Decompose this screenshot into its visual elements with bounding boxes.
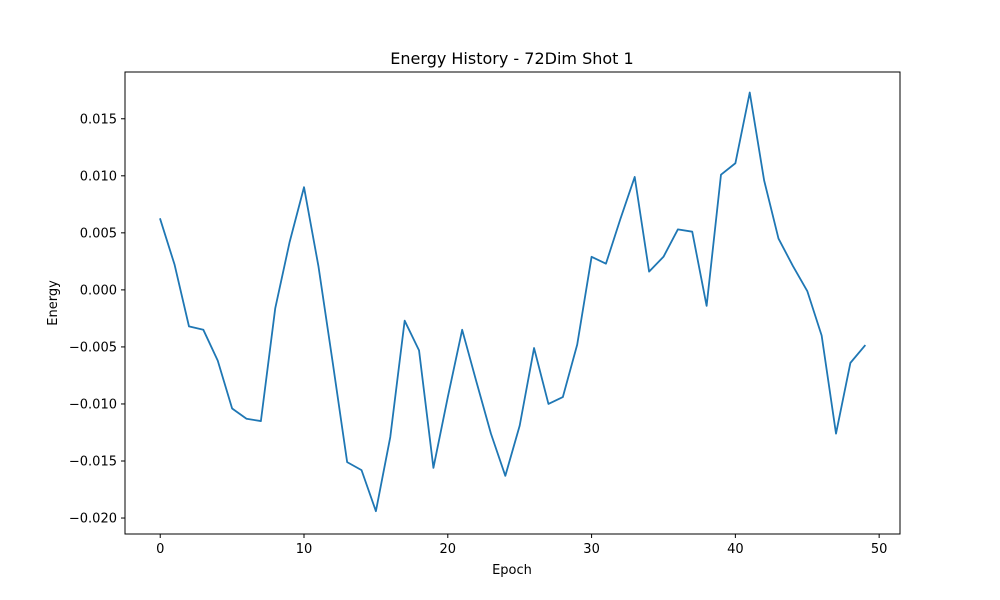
y-tick-label: −0.010 [69, 397, 117, 412]
x-tick-label: 20 [440, 542, 457, 557]
y-tick-label: 0.005 [80, 226, 117, 241]
plot-frame [124, 71, 901, 535]
y-tick-label: −0.015 [69, 454, 117, 469]
y-tick-label: −0.005 [69, 340, 117, 355]
axis-ticks: 0 10 20 30 40 50 −0.020 −0.015 −0.010 −0.005 0.000… [69, 112, 888, 557]
y-tick-label: 0.000 [80, 283, 117, 298]
y-tick-label: 0.010 [80, 169, 117, 184]
x-tick-label: 40 [727, 542, 744, 557]
x-tick-label: 0 [156, 542, 164, 557]
y-axis-label: Energy [46, 280, 61, 326]
series-layer [159, 91, 867, 513]
y-tick-label: −0.020 [69, 512, 117, 527]
chart-title: Energy History - 72Dim Shot 1 [390, 49, 633, 68]
x-axis-label: Epoch [492, 563, 532, 578]
x-tick-label: 50 [871, 542, 888, 557]
x-tick-label: 10 [296, 542, 313, 557]
series-line-0 [159, 91, 867, 513]
x-tick-label: 30 [583, 542, 600, 557]
y-tick-label: 0.015 [80, 112, 117, 127]
